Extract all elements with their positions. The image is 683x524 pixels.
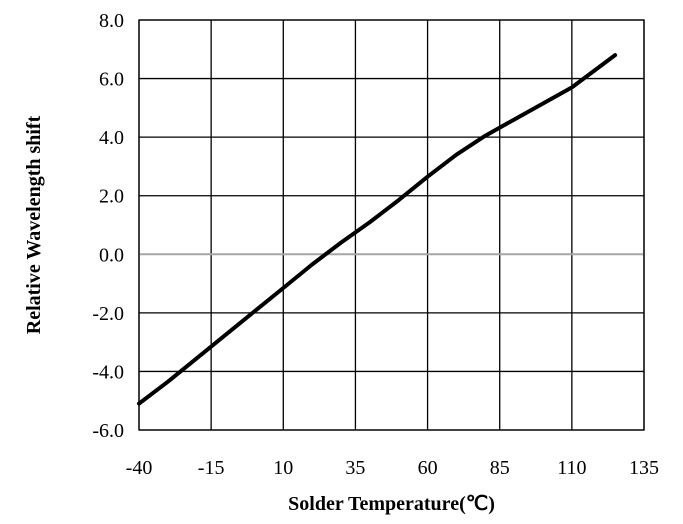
x-tick-label: 60 bbox=[418, 457, 438, 479]
x-axis-title: Solder Temperature(℃) bbox=[288, 493, 495, 515]
x-tick-label: 10 bbox=[273, 457, 293, 479]
series-line bbox=[137, 53, 618, 406]
y-tick-label: 0.0 bbox=[99, 244, 124, 266]
y-tick-label: 6.0 bbox=[99, 69, 124, 91]
y-tick-label: 4.0 bbox=[99, 127, 124, 149]
x-tick-label: 85 bbox=[490, 457, 510, 479]
plot-frame bbox=[138, 19, 645, 431]
grid bbox=[138, 19, 645, 431]
x-tick-label: -40 bbox=[126, 457, 153, 479]
x-tick-label: -15 bbox=[198, 457, 225, 479]
x-tick-label: 110 bbox=[557, 457, 586, 479]
x-tick-label: 35 bbox=[345, 457, 365, 479]
y-tick-label: -2.0 bbox=[92, 303, 124, 325]
y-tick-label: 2.0 bbox=[99, 186, 124, 208]
y-tick-label: 8.0 bbox=[99, 10, 124, 32]
y-tick-label: -6.0 bbox=[92, 420, 124, 442]
x-axis-ticks: -40 -15 10 35 60 85 110 135 bbox=[126, 457, 659, 479]
x-tick-label: 135 bbox=[629, 457, 659, 479]
y-tick-label: -4.0 bbox=[92, 361, 124, 383]
y-axis-ticks: -6.0 -4.0 -2.0 0.0 2.0 4.0 6.0 8.0 bbox=[92, 10, 124, 442]
series-layer bbox=[137, 53, 618, 406]
y-axis-title: Relative Wavelength shift bbox=[23, 115, 45, 334]
